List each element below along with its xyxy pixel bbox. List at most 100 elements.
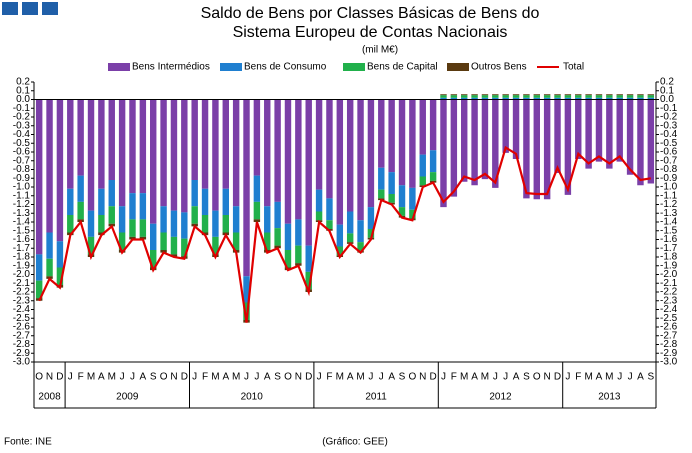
x-tick-label: J — [628, 372, 633, 383]
x-tick-label: A — [596, 372, 603, 383]
bar-segment — [429, 172, 437, 181]
y-tick-label: 0.0 — [16, 94, 30, 105]
bar-segment — [595, 97, 603, 100]
y-tick-label: -1.0 — [13, 182, 31, 193]
source: Fonte: INE — [4, 437, 52, 448]
bar-segment — [160, 206, 167, 233]
bar-segment — [170, 254, 178, 257]
x-tick-label: A — [388, 372, 395, 383]
bar-segment — [264, 206, 271, 233]
y-tick-label: -1.9 — [13, 260, 31, 271]
bar-segment — [647, 95, 655, 98]
logo-square — [22, 2, 38, 15]
bar-segment — [98, 99, 105, 189]
bar-segment — [367, 207, 375, 229]
bar-segment — [388, 172, 395, 194]
bar-segment — [575, 97, 582, 100]
y2-tick-label: -0.1 — [660, 103, 678, 114]
bar-segment — [346, 99, 354, 212]
x-tick-label: O — [284, 372, 292, 383]
x-tick-label: N — [170, 372, 177, 383]
bar-segment — [46, 258, 53, 277]
legend-swatch — [108, 63, 130, 71]
bar-segment — [367, 229, 375, 238]
x-tick-label: M — [87, 372, 95, 383]
bar-segment — [108, 180, 115, 207]
bar-segment — [118, 99, 126, 207]
x-tick-label: D — [305, 372, 312, 383]
bar-segment — [118, 232, 126, 250]
x-tick-label: A — [222, 372, 229, 383]
x-tick-label: M — [232, 372, 240, 383]
bar-segment — [77, 99, 84, 176]
y-tick-label: -2.8 — [13, 339, 31, 350]
bar-segment — [647, 97, 655, 100]
bar-segment — [295, 263, 302, 266]
x-tick-label: D — [181, 372, 188, 383]
bar-segment — [585, 95, 592, 98]
bar-segment — [626, 95, 634, 98]
bar-segment — [564, 97, 572, 100]
bar-segment — [606, 94, 613, 96]
bar-segment — [35, 280, 43, 299]
bar-segment — [450, 95, 458, 98]
bar-segment — [67, 99, 74, 189]
bar-segment — [150, 250, 157, 268]
x-tick-label: F — [202, 372, 208, 383]
bar-segment — [616, 97, 623, 100]
bar-segment — [56, 99, 64, 242]
x-tick-label: F — [451, 372, 457, 383]
bar-segment — [626, 99, 634, 175]
year-label: 2011 — [365, 392, 387, 403]
bar-segment — [212, 99, 219, 211]
x-tick-label: O — [35, 372, 43, 383]
y-tick-label: -3.0 — [13, 357, 31, 368]
y2-tick-label: -1.3 — [660, 208, 678, 219]
bar-segment — [388, 99, 395, 173]
y-tick-label: -1.6 — [13, 234, 31, 245]
legend-label: Outros Bens — [471, 62, 527, 73]
bar-segment — [367, 99, 375, 208]
bar-segment — [129, 236, 136, 240]
bar-segment — [575, 99, 582, 159]
bar-segment — [326, 99, 333, 199]
bar-segment — [284, 99, 292, 224]
bar-segment — [243, 276, 250, 303]
y-tick-label: -2.4 — [13, 304, 31, 315]
bar-segment — [409, 209, 416, 219]
x-tick-label: M — [356, 372, 364, 383]
bar-segment — [461, 97, 468, 100]
x-tick-label: S — [399, 372, 406, 383]
y2-tick-label: -1.6 — [660, 234, 678, 245]
x-tick-label: M — [605, 372, 613, 383]
bar-segment — [336, 99, 344, 225]
bar-segment — [471, 97, 478, 100]
bar-segment — [533, 95, 540, 98]
bar-segment — [150, 223, 157, 250]
x-tick-label: M — [460, 372, 468, 383]
bar-segment — [346, 211, 354, 234]
bar-segment — [232, 99, 240, 207]
bar-segment — [492, 94, 499, 96]
bar-segment — [616, 95, 623, 98]
bar-segment — [35, 99, 43, 255]
y-tick-label: -0.5 — [13, 138, 31, 149]
bar-segment — [616, 99, 623, 162]
bar-segment — [336, 224, 344, 247]
bar-segment — [575, 94, 582, 96]
x-tick-label: D — [56, 372, 63, 383]
y2-tick-label: -0.5 — [660, 138, 678, 149]
bar-segment — [461, 95, 468, 98]
x-tick-label: A — [513, 372, 520, 383]
bar-segment — [129, 99, 136, 194]
x-tick-label: M — [108, 372, 116, 383]
bar-segment — [243, 99, 250, 277]
bar-segment — [274, 99, 281, 202]
x-tick-label: F — [78, 372, 84, 383]
x-tick-label: J — [317, 372, 322, 383]
bar-segment — [46, 99, 53, 233]
bar-segment — [305, 245, 312, 272]
total-line — [38, 145, 651, 323]
legend-swatch — [447, 63, 469, 71]
bar-segment — [87, 210, 95, 237]
